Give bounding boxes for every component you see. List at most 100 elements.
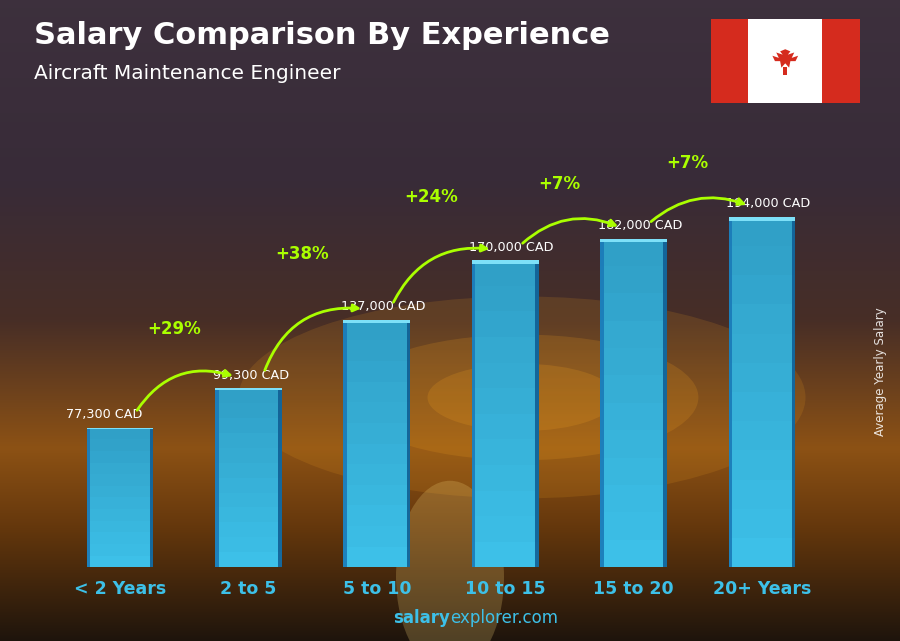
Bar <box>215 388 282 403</box>
Bar <box>344 320 410 567</box>
Bar <box>472 260 538 567</box>
Bar <box>344 526 410 547</box>
Bar <box>472 286 538 312</box>
Bar <box>215 433 282 447</box>
Bar <box>783 67 788 75</box>
Bar <box>711 19 748 103</box>
Bar <box>149 428 154 567</box>
Ellipse shape <box>346 335 698 460</box>
Bar <box>215 522 282 537</box>
Bar <box>728 451 796 479</box>
Polygon shape <box>772 49 798 68</box>
Text: 137,000 CAD: 137,000 CAD <box>341 301 426 313</box>
Bar <box>472 413 538 439</box>
Bar <box>728 421 796 451</box>
Bar <box>344 381 410 403</box>
Bar <box>86 428 90 567</box>
Bar <box>86 428 154 567</box>
Text: +29%: +29% <box>147 320 201 338</box>
Bar <box>472 439 538 465</box>
Bar <box>535 260 538 567</box>
Bar <box>728 392 796 421</box>
Bar <box>215 492 282 508</box>
Bar <box>86 439 154 451</box>
Bar <box>86 497 154 509</box>
Bar <box>86 509 154 520</box>
Bar <box>728 217 796 567</box>
Bar <box>792 217 796 567</box>
Bar <box>728 479 796 509</box>
Bar <box>728 275 796 304</box>
Bar <box>86 486 154 497</box>
Bar <box>344 423 410 444</box>
Bar <box>215 553 282 567</box>
Bar <box>215 403 282 418</box>
Text: Aircraft Maintenance Engineer: Aircraft Maintenance Engineer <box>34 64 341 83</box>
Bar <box>472 260 475 567</box>
Bar <box>86 544 154 556</box>
Bar <box>728 538 796 567</box>
Bar <box>472 388 538 413</box>
Bar <box>600 485 667 513</box>
Bar <box>215 508 282 522</box>
Bar <box>600 540 667 567</box>
Bar <box>600 320 667 348</box>
Bar <box>344 320 347 567</box>
Bar <box>728 217 796 246</box>
Bar <box>728 217 733 567</box>
Text: Salary Comparison By Experience: Salary Comparison By Experience <box>34 21 610 49</box>
Bar <box>472 337 538 363</box>
Text: 77,300 CAD: 77,300 CAD <box>67 408 142 421</box>
Bar <box>600 266 667 294</box>
Bar <box>472 260 538 264</box>
Text: Average Yearly Salary: Average Yearly Salary <box>874 308 886 436</box>
Bar <box>86 556 154 567</box>
Bar <box>344 320 410 340</box>
Bar <box>472 490 538 516</box>
Bar <box>215 388 219 567</box>
Bar <box>215 463 282 478</box>
Bar <box>728 334 796 363</box>
Bar <box>663 238 667 567</box>
Bar <box>728 363 796 392</box>
Text: explorer.com: explorer.com <box>450 609 558 627</box>
Bar <box>600 238 667 567</box>
Bar <box>600 238 604 567</box>
Bar <box>344 547 410 567</box>
Bar <box>600 403 667 430</box>
Bar <box>344 444 410 464</box>
Bar <box>728 509 796 538</box>
Bar <box>86 463 154 474</box>
Bar <box>823 19 860 103</box>
Bar <box>600 376 667 403</box>
Text: 182,000 CAD: 182,000 CAD <box>598 219 682 232</box>
Bar <box>86 428 154 439</box>
Bar <box>215 418 282 433</box>
Bar <box>215 478 282 492</box>
Bar <box>472 260 538 286</box>
Bar <box>600 238 667 242</box>
Bar <box>344 464 410 485</box>
Text: salary: salary <box>393 609 450 627</box>
Bar <box>600 458 667 485</box>
Bar <box>728 304 796 334</box>
Bar <box>86 428 154 429</box>
Bar <box>215 447 282 463</box>
Text: +7%: +7% <box>666 154 708 172</box>
Bar <box>472 542 538 567</box>
Ellipse shape <box>428 363 616 431</box>
Text: +24%: +24% <box>404 188 457 206</box>
Bar <box>278 388 282 567</box>
Bar <box>215 388 282 390</box>
Bar <box>600 294 667 320</box>
Bar <box>86 520 154 533</box>
Bar <box>728 217 796 221</box>
Bar <box>215 537 282 553</box>
Bar <box>344 505 410 526</box>
Bar <box>86 451 154 463</box>
Bar <box>344 340 410 361</box>
Bar <box>86 474 154 486</box>
Bar <box>600 430 667 458</box>
Bar <box>600 513 667 540</box>
Bar <box>472 312 538 337</box>
